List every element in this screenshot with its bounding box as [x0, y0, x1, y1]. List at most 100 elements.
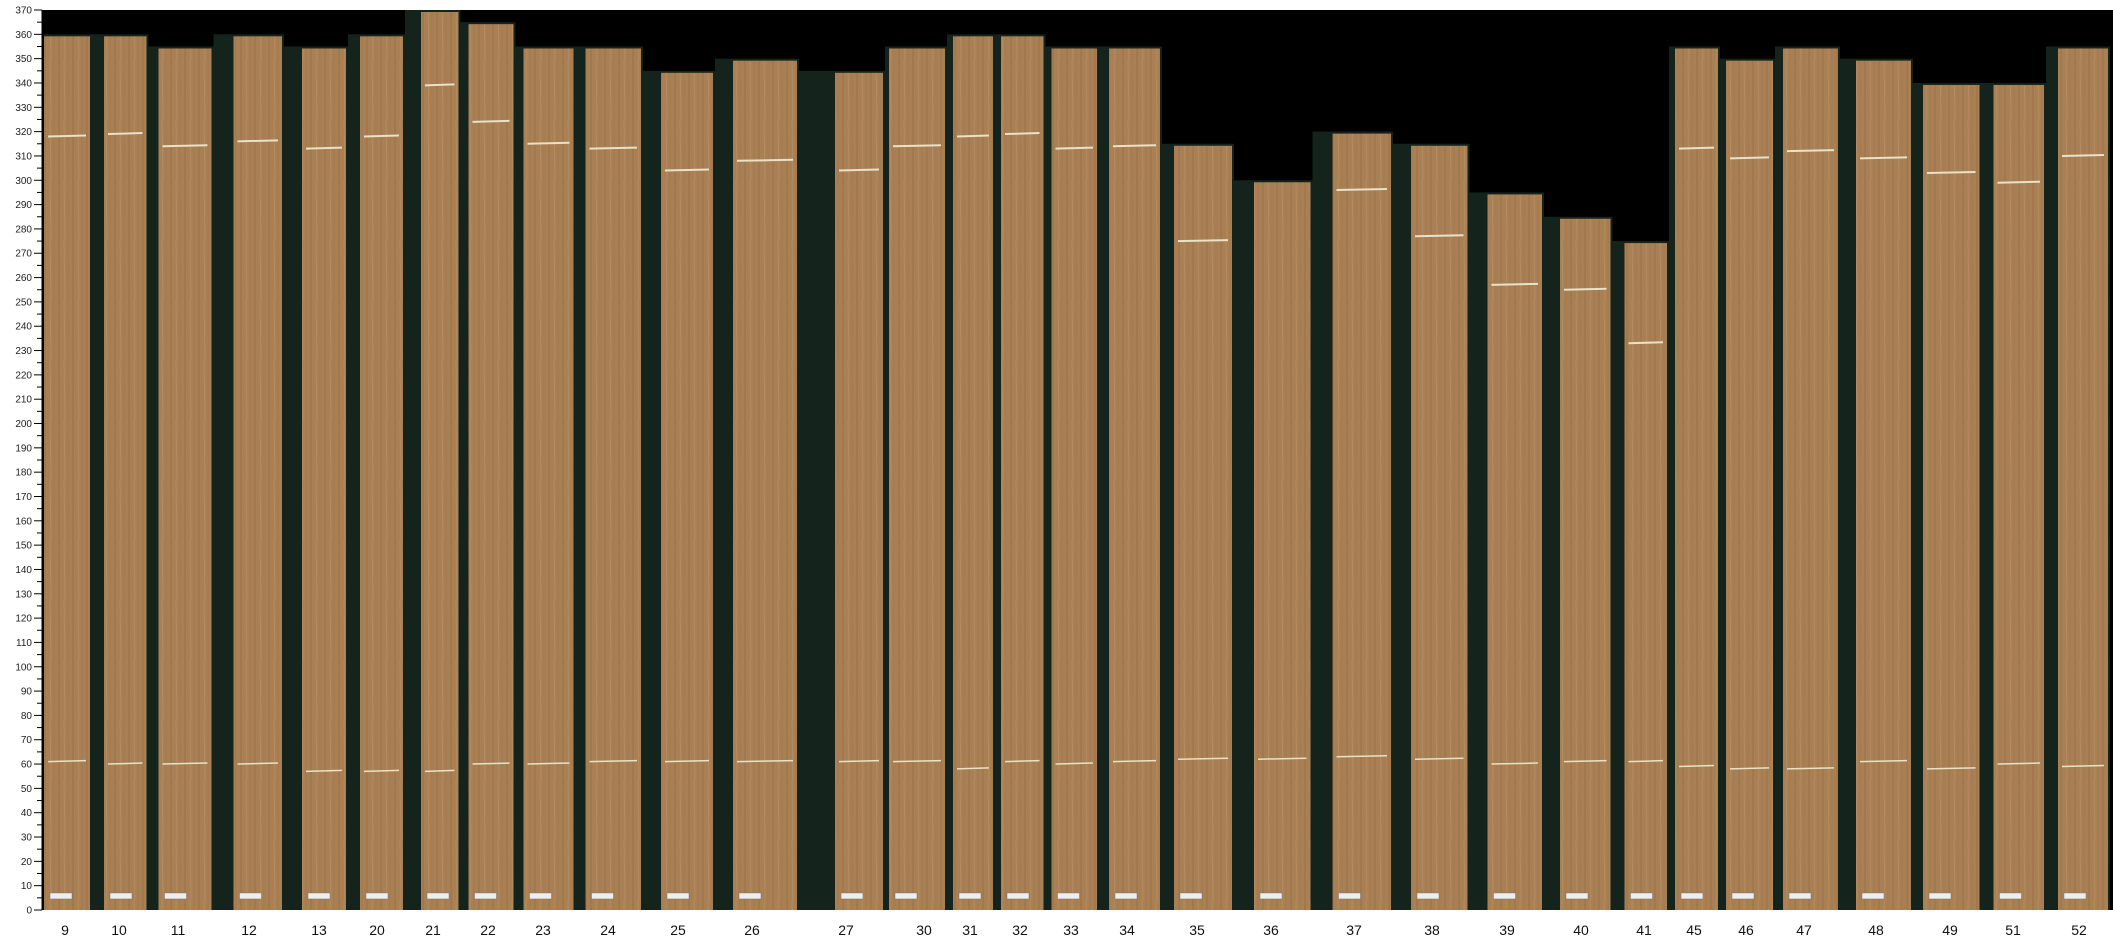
board-wood [733, 60, 797, 911]
x-axis: 9 10 11 12 13 20 21 22 23 24 25 26 27 30 31 32 33 34 35 36 3… [61, 922, 2087, 938]
board-mark-lower [1414, 757, 1464, 760]
board-36 [1234, 180, 1313, 910]
x-tick-label: 24 [600, 922, 616, 938]
board-wood [421, 12, 459, 910]
board-wood [1993, 84, 2044, 911]
board-mark-upper [424, 83, 455, 87]
y-tick-label: 170 [15, 492, 32, 503]
board-wood [1254, 182, 1311, 910]
x-tick-label: 11 [171, 922, 186, 938]
board-mark-lower [1112, 759, 1157, 763]
board-wood [523, 48, 574, 910]
board-wood [1051, 48, 1097, 910]
y-tick-label: 350 [15, 54, 32, 65]
board-tag [738, 892, 762, 900]
board-35 [1162, 143, 1234, 910]
board-tag [1788, 892, 1812, 900]
board-20 [348, 34, 405, 910]
board-mark-lower [1926, 767, 1976, 770]
board-tag [164, 892, 187, 900]
board-mark-lower [47, 759, 87, 763]
y-tick-label: 0 [26, 906, 32, 917]
board-wood [889, 48, 945, 910]
y-tick-label: 210 [15, 395, 32, 406]
board-mark-upper [736, 158, 794, 162]
y-tick-label: 40 [21, 808, 33, 819]
board-wood [2058, 48, 2108, 910]
board-12 [213, 34, 284, 910]
board-wood [158, 48, 212, 910]
x-tick-label: 30 [916, 922, 932, 938]
board-mark-lower [892, 759, 942, 763]
board-mark-lower [237, 762, 279, 765]
board-32 [995, 34, 1046, 910]
board-tag [426, 892, 450, 900]
board-23 [515, 46, 576, 910]
y-tick-label: 280 [15, 224, 32, 235]
x-tick-label: 12 [241, 922, 257, 938]
board-mark-upper [1997, 180, 2041, 184]
x-tick-label: 48 [1868, 922, 1884, 938]
board-wood [1560, 218, 1611, 910]
board-tag [1731, 892, 1755, 900]
board-mark-upper [237, 139, 279, 143]
board-tag [958, 892, 982, 900]
board-tag [1630, 892, 1653, 900]
x-tick-label: 9 [61, 922, 69, 938]
x-tick-label: 10 [111, 922, 127, 938]
y-tick-label: 70 [21, 735, 33, 746]
board-mark-upper [1414, 234, 1464, 238]
board-wood [1487, 194, 1542, 910]
board-wood [302, 48, 346, 910]
board-mark-lower [107, 762, 143, 765]
y-tick-label: 140 [15, 565, 32, 576]
board-38 [1393, 143, 1470, 910]
board-wood [104, 36, 147, 910]
board-30 [885, 46, 947, 910]
board-tag [474, 892, 497, 900]
board-47 [1775, 46, 1840, 910]
board-tag [1680, 892, 1704, 900]
board-mark-lower [1729, 767, 1770, 770]
board-tag [1259, 892, 1283, 900]
board-mark-upper [1729, 156, 1770, 160]
board-mark-lower [956, 767, 990, 770]
board-21 [405, 10, 461, 910]
board-tag [307, 892, 331, 900]
board-wood [1923, 84, 1980, 911]
board-tag [1565, 892, 1589, 900]
board-tag [1928, 892, 1952, 900]
y-tick-label: 80 [21, 711, 33, 722]
board-mark-upper [2061, 153, 2105, 157]
board-27 [799, 70, 885, 911]
board-mark-upper [1336, 188, 1388, 191]
board-tag [1338, 892, 1361, 900]
board-mark-upper [527, 141, 570, 145]
board-tag [2063, 892, 2087, 900]
board-mark-lower [1177, 757, 1229, 760]
board-mark-upper [1055, 146, 1094, 150]
x-tick-label: 36 [1263, 922, 1279, 938]
board-mark-lower [363, 769, 400, 773]
y-tick-label: 290 [15, 200, 32, 211]
x-tick-label: 13 [311, 922, 327, 938]
board-mark-upper [305, 146, 343, 150]
board-mark-lower [1859, 759, 1908, 763]
x-tick-label: 52 [2071, 922, 2087, 938]
y-tick-label: 220 [15, 370, 32, 381]
board-wood [44, 36, 90, 910]
board-mark-lower [589, 759, 638, 763]
board-mark-upper [107, 132, 143, 136]
board-41 [1612, 241, 1669, 911]
board-wood [1001, 36, 1044, 910]
y-tick-label: 250 [15, 297, 32, 308]
y-tick-label: 370 [15, 6, 32, 17]
y-tick-label: 10 [21, 881, 33, 892]
board-tag [109, 892, 133, 900]
board-wood [1109, 48, 1160, 910]
board-tag [239, 892, 262, 900]
x-tick-label: 35 [1189, 922, 1205, 938]
board-wood [1726, 60, 1773, 911]
x-tick-label: 21 [425, 922, 441, 938]
